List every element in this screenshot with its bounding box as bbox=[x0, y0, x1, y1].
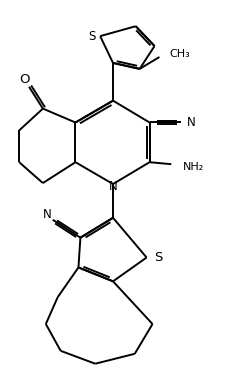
Text: S: S bbox=[87, 30, 95, 43]
Text: N: N bbox=[42, 208, 51, 221]
Text: NH₂: NH₂ bbox=[182, 162, 203, 172]
Text: CH₃: CH₃ bbox=[169, 49, 189, 59]
Text: O: O bbox=[19, 73, 29, 86]
Text: N: N bbox=[186, 116, 195, 129]
Text: S: S bbox=[154, 251, 162, 264]
Text: N: N bbox=[108, 179, 117, 193]
